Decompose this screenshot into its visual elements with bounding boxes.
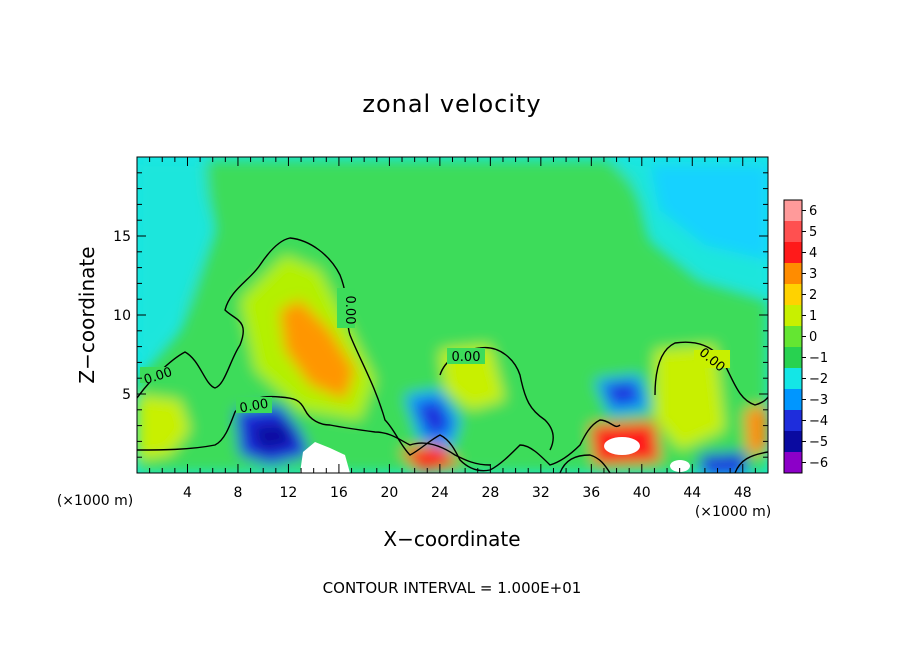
velocity-field (137, 160, 768, 473)
plot-area: 0.00 0.00 0.00 0.00 0.00 (137, 157, 768, 473)
colorbar-swatch (784, 431, 802, 452)
x-axis-label: X−coordinate (383, 527, 520, 551)
field-region-darkblue-low-left (250, 422, 295, 452)
colorbar-tick-label: −2 (809, 372, 828, 387)
x-tick-label: 40 (633, 485, 651, 501)
colorbar-tick-label: 2 (809, 288, 817, 303)
x-tick-label: 20 (380, 485, 398, 501)
colorbar-tick-label: 4 (809, 246, 817, 261)
field-white-patch-far-right (670, 460, 690, 472)
contour-interval-note: CONTOUR INTERVAL = 1.000E+01 (323, 579, 582, 597)
colorbar-tick-label: 0 (809, 330, 817, 345)
field-region-blue-bottom-right (700, 452, 748, 473)
zero-contour-lower-left (137, 395, 491, 466)
field-region-darkblue-mid (415, 400, 452, 438)
colorbar-swatch (784, 368, 802, 389)
x-unit-label-right: (×1000 m) (695, 504, 771, 520)
colorbar-tick-label: −5 (809, 435, 828, 450)
contour-label-2: 0.00 (239, 397, 270, 417)
x-tick-label: 8 (233, 485, 242, 501)
y-axis-label: Z−coordinate (75, 246, 99, 383)
y-tick-label: 15 (113, 229, 131, 245)
colorbar-swatch (784, 242, 802, 263)
colorbar-tick-label: −6 (809, 456, 828, 471)
colorbar-swatch (784, 284, 802, 305)
colorbar-swatch (784, 200, 802, 221)
contour-label-3: 0.00 (342, 296, 357, 325)
contour-label-4: 0.00 (452, 350, 481, 365)
field-white-patch-right (604, 437, 640, 455)
contour-label-bg-2 (236, 397, 272, 413)
contour-label-bg-1 (140, 367, 176, 383)
x-tick-label: 28 (481, 485, 499, 501)
field-region-orange-core (280, 300, 355, 400)
colorbar-tick-label: 3 (809, 267, 817, 282)
chart-title: zonal velocity (362, 90, 541, 118)
x-unit-label-left: (×1000 m) (57, 493, 133, 509)
colorbar-tick-label: 6 (809, 204, 817, 219)
colorbar-tick-label: −1 (809, 351, 828, 366)
x-tick-label: 36 (582, 485, 600, 501)
zero-contour-bottom-far-right (734, 451, 768, 473)
colorbar-swatch (784, 221, 802, 242)
x-tick-label: 16 (330, 485, 348, 501)
x-tick-label: 12 (280, 485, 298, 501)
x-tick-label: 48 (734, 485, 752, 501)
colorbar-swatch (784, 410, 802, 431)
x-tick-label: 4 (183, 485, 192, 501)
colorbar: 6 5 4 3 2 1 0 −1 −2 −3 −4 −5 −6 (783, 199, 828, 474)
x-tick-label: 32 (532, 485, 550, 501)
x-tick-label: 24 (431, 485, 449, 501)
colorbar-swatch (784, 452, 802, 473)
colorbar-tick-label: −4 (809, 414, 828, 429)
colorbar-swatch (784, 389, 802, 410)
y-tick-label: 5 (122, 387, 131, 403)
field-region-lightblue-right (650, 165, 768, 260)
field-region-cyan-left (137, 160, 210, 360)
contour-label-bg-3 (337, 288, 355, 328)
colorbar-swatch (784, 326, 802, 347)
colorbar-swatch (784, 263, 802, 284)
colorbar-tick-label: −3 (809, 393, 828, 408)
zero-contour-bottom-right (559, 454, 611, 473)
field-region-yellow-left (137, 395, 190, 460)
field-region-yellow-right (655, 345, 725, 450)
colorbar-swatch (784, 305, 802, 326)
field-region-darkblue-right-mid (605, 382, 640, 405)
x-axis-ticks: 4 8 12 16 20 24 28 32 36 40 44 48 (149, 157, 756, 501)
contour-label-bg-4 (447, 348, 485, 364)
x-tick-label: 44 (683, 485, 701, 501)
y-axis-ticks: 5 10 15 (113, 172, 768, 458)
field-region-orange-far-right (745, 405, 768, 455)
contour-labels: 0.00 0.00 0.00 0.00 0.00 (140, 288, 730, 416)
y-tick-label: 10 (113, 308, 131, 324)
field-white-patch-left (300, 442, 350, 473)
zero-contour-main (137, 237, 621, 472)
colorbar-swatch (784, 347, 802, 368)
contour-label-bg-5 (694, 350, 730, 368)
colorbar-tick-label: 1 (809, 309, 817, 324)
colorbar-tick-label: 5 (809, 225, 817, 240)
